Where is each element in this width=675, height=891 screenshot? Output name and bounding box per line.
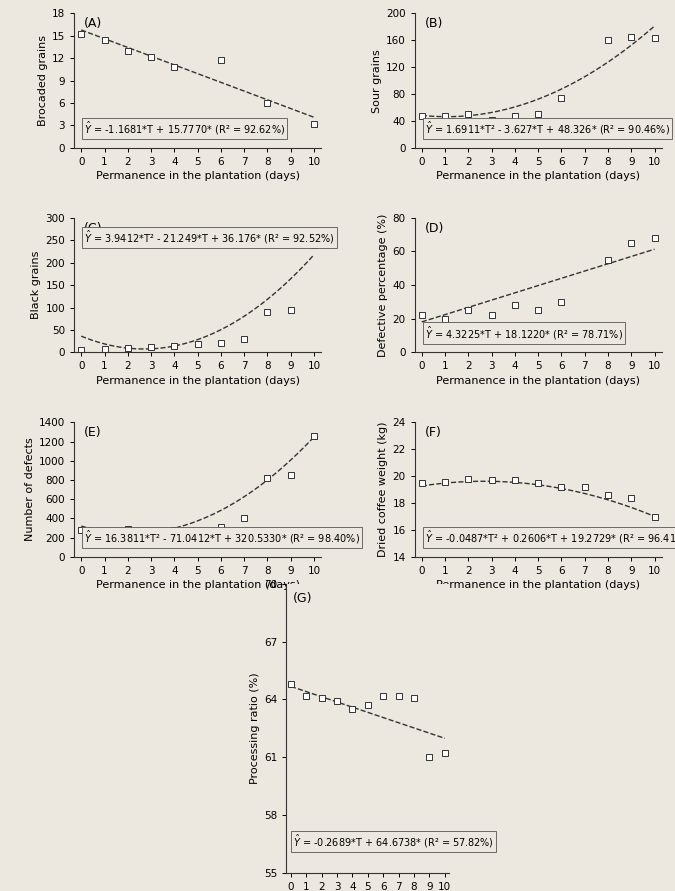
Y-axis label: Black grains: Black grains bbox=[31, 251, 41, 319]
Y-axis label: Brocaded grains: Brocaded grains bbox=[38, 35, 48, 127]
Text: (C): (C) bbox=[84, 222, 103, 235]
Y-axis label: Sour grains: Sour grains bbox=[372, 49, 382, 112]
Text: (A): (A) bbox=[84, 18, 103, 30]
Y-axis label: Defective percentage (%): Defective percentage (%) bbox=[379, 214, 388, 356]
Text: $\hat{Y}$ = 3.9412*T² - 21.249*T + 36.176* (R² = 92.52%): $\hat{Y}$ = 3.9412*T² - 21.249*T + 36.17… bbox=[84, 229, 335, 246]
Text: (G): (G) bbox=[293, 593, 313, 605]
Y-axis label: Dried coffee weight (kg): Dried coffee weight (kg) bbox=[378, 421, 388, 558]
Text: $\hat{Y}$ = 16.3811*T² - 71.0412*T + 320.5330* (R² = 98.40%): $\hat{Y}$ = 16.3811*T² - 71.0412*T + 320… bbox=[84, 529, 360, 546]
X-axis label: Permanence in the plantation (days): Permanence in the plantation (days) bbox=[96, 376, 300, 386]
Text: (E): (E) bbox=[84, 427, 102, 439]
Text: (F): (F) bbox=[425, 427, 441, 439]
Text: $\hat{Y}$ = -0.0487*T² + 0.2606*T + 19.2729* (R² = 96.41%): $\hat{Y}$ = -0.0487*T² + 0.2606*T + 19.2… bbox=[425, 529, 675, 546]
Y-axis label: Number of defects: Number of defects bbox=[25, 437, 35, 542]
X-axis label: Permanence in the plantation (days): Permanence in the plantation (days) bbox=[96, 171, 300, 181]
Text: $\hat{Y}$ = 4.3225*T + 18.1220* (R² = 78.71%): $\hat{Y}$ = 4.3225*T + 18.1220* (R² = 78… bbox=[425, 324, 623, 341]
Text: $\hat{Y}$ = 1.6911*T² - 3.627*T + 48.326* (R² = 90.46%): $\hat{Y}$ = 1.6911*T² - 3.627*T + 48.326… bbox=[425, 120, 670, 137]
Text: (B): (B) bbox=[425, 18, 443, 30]
X-axis label: Permanence in the plantation (days): Permanence in the plantation (days) bbox=[96, 580, 300, 590]
X-axis label: Permanence in the plantation (days): Permanence in the plantation (days) bbox=[436, 171, 640, 181]
X-axis label: Permanence in the plantation (days): Permanence in the plantation (days) bbox=[436, 580, 640, 590]
Text: $\hat{Y}$ = -1.1681*T + 15.7770* (R² = 92.62%): $\hat{Y}$ = -1.1681*T + 15.7770* (R² = 9… bbox=[84, 120, 286, 137]
X-axis label: Permanence in the plantation (days): Permanence in the plantation (days) bbox=[436, 376, 640, 386]
Text: (D): (D) bbox=[425, 222, 444, 235]
Text: $\hat{Y}$ = -0.2689*T + 64.6738* (R² = 57.82%): $\hat{Y}$ = -0.2689*T + 64.6738* (R² = 5… bbox=[293, 833, 493, 850]
Y-axis label: Processing ratio (%): Processing ratio (%) bbox=[250, 673, 260, 784]
